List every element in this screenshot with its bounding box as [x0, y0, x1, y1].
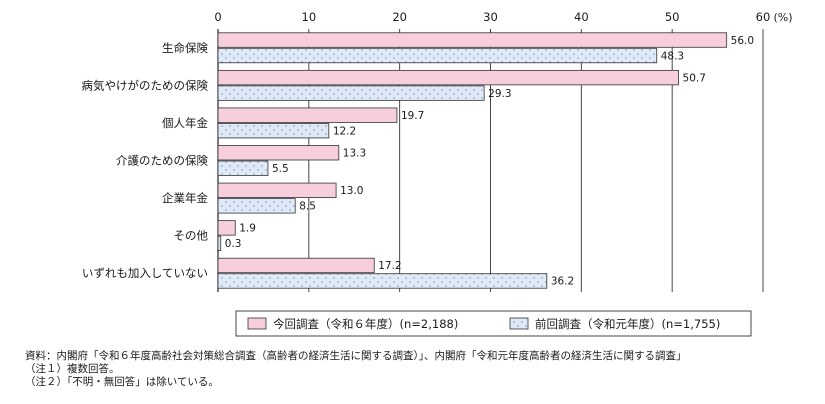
legend-box: [235, 310, 752, 337]
bar-previous: [217, 47, 658, 64]
bar-current: [217, 257, 375, 274]
x-tick-label: 60: [756, 10, 771, 24]
data-label: 13.3: [343, 148, 366, 160]
bar-current: [217, 220, 236, 236]
category-label: 介護のための保険: [116, 154, 208, 168]
data-label: 8.5: [299, 201, 316, 213]
bar-current: [217, 107, 398, 123]
bar-current: [217, 32, 728, 48]
legend-swatch-previous: [509, 317, 529, 330]
data-label: 13.0: [340, 185, 363, 197]
note-1: （注１）複数回答。: [25, 363, 120, 375]
data-label: 56.0: [731, 35, 754, 47]
category-label: 生命保険: [162, 41, 208, 55]
notes: 資料：内閣府「令和６年度高齢社会対策総合調査（高齢者の経済生活に関する調査）」、…: [25, 350, 687, 389]
bar-current: [217, 69, 679, 86]
unit-label: (%): [773, 11, 792, 24]
bar-previous: [217, 160, 269, 176]
bar-chart: 0 10 20 30 40 50 60 (%) 生命保険 56.0 48.3 病気やけがのための保険…: [82, 10, 793, 337]
bar-previous: [217, 235, 222, 252]
data-label: 5.5: [272, 163, 289, 175]
category-label: いずれも加入していない: [82, 266, 208, 280]
data-label: 36.2: [551, 276, 574, 288]
category-label: その他: [174, 229, 209, 243]
data-label: 29.3: [488, 88, 511, 100]
source-note: 資料：内閣府「令和６年度高齢社会対策総合調査（高齢者の経済生活に関する調査）」、…: [25, 350, 687, 362]
data-label: 17.2: [378, 260, 401, 272]
bar-previous: [217, 198, 296, 214]
legend-label: 前回調査（令和元年度）(n=1,755): [535, 317, 720, 331]
bar-current: [217, 182, 337, 198]
category-label: 個人年金: [162, 116, 208, 130]
bar-current: [217, 145, 340, 161]
data-label: 12.2: [333, 125, 356, 137]
x-tick-label: 30: [483, 10, 498, 24]
data-label: 50.7: [683, 72, 706, 84]
data-label: 19.7: [401, 110, 424, 122]
note-2: （注２）「不明・無回答」は除いている。: [25, 376, 219, 388]
x-tick-label: 20: [392, 10, 407, 24]
legend-label: 今回調査（令和６年度）(n=2,188): [273, 317, 458, 331]
data-label: 1.9: [239, 223, 256, 235]
category-label: 病気やけがのための保険: [82, 78, 209, 92]
x-tick-label: 10: [302, 10, 317, 24]
category-label: 企業年金: [162, 191, 208, 205]
x-tick-label: 50: [665, 10, 680, 24]
x-tick-label: 0: [214, 10, 221, 24]
legend-swatch-current: [247, 317, 267, 330]
data-label: 0.3: [225, 238, 242, 250]
data-label: 48.3: [661, 50, 684, 62]
bar-previous: [217, 123, 330, 139]
bar-previous: [217, 273, 548, 289]
x-tick-label: 40: [574, 10, 589, 24]
bar-previous: [217, 85, 485, 101]
